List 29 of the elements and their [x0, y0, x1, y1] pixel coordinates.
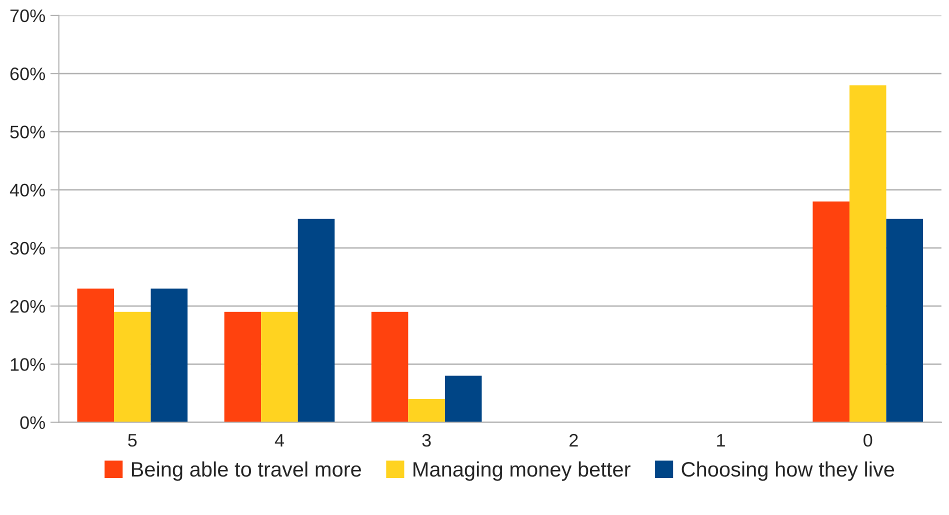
- x-tick-label: 2: [570, 434, 578, 446]
- x-tick-label: 4: [274, 434, 284, 446]
- bar: [77, 288, 114, 422]
- bar: [849, 85, 886, 422]
- x-tick-label: 0: [864, 434, 872, 447]
- bar: [114, 312, 151, 422]
- y-tick-label: 10%: [10, 358, 45, 371]
- y-tick-label: 0%: [20, 416, 45, 430]
- x-tick-label: 5: [128, 434, 137, 447]
- bar: [886, 218, 924, 422]
- bar: [298, 218, 335, 422]
- y-tick-label: 30%: [10, 242, 45, 255]
- bar: [224, 312, 262, 422]
- y-tick-label: 50%: [10, 126, 45, 138]
- y-tick-label: 70%: [10, 9, 45, 22]
- y-tick-label: 20%: [10, 300, 45, 313]
- bar: [444, 376, 482, 422]
- bar: [261, 312, 298, 422]
- legend-label: Choosing how they live: [682, 461, 894, 481]
- legend-label: Managing money better: [414, 461, 630, 481]
- bar: [150, 288, 188, 422]
- bar: [812, 201, 850, 422]
- bar: [371, 312, 408, 422]
- y-tick-label: 60%: [10, 68, 45, 80]
- x-tick-label: 1: [717, 434, 725, 446]
- bar: [408, 399, 445, 422]
- y-tick-label: 40%: [10, 184, 45, 197]
- x-tick-label: 3: [422, 434, 431, 447]
- legend-label: Being able to travel more: [132, 461, 361, 481]
